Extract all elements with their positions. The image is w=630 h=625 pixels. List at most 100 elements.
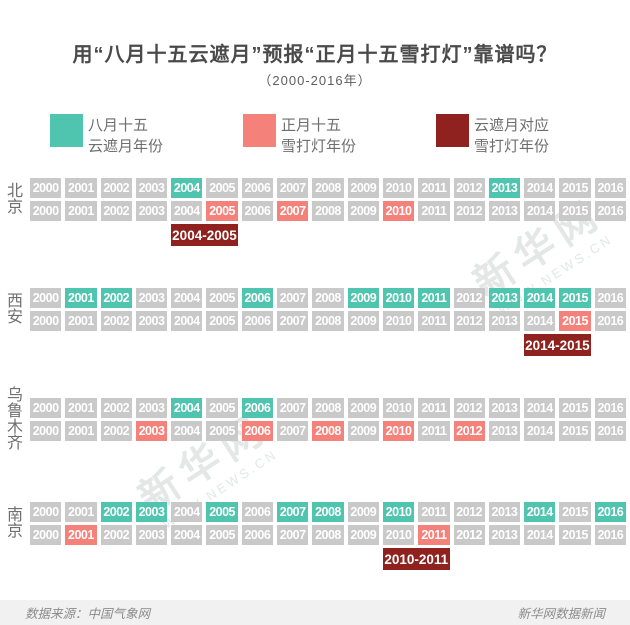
- year-cell: 2009: [347, 311, 379, 331]
- legend-label: 正月十五 雪打灯年份: [281, 117, 357, 155]
- year-cell: 2007: [277, 525, 309, 545]
- year-cell: 2016: [594, 525, 626, 545]
- year-cell: 2011: [418, 178, 450, 198]
- year-cell: 2015: [559, 525, 591, 545]
- snow-lantern-year-cell: 2006: [241, 421, 274, 441]
- cloud-moon-year-cell: 2009: [347, 288, 379, 308]
- year-cell: 2002: [100, 398, 132, 418]
- city-label: 南京: [6, 506, 23, 540]
- year-cell: 2001: [65, 178, 97, 198]
- year-cell: 2000: [30, 502, 62, 522]
- page-title: 用“八月十五云遮月”预报“正月十五雪打灯”靠谱吗？: [72, 44, 558, 66]
- snow-lantern-year-cell: 2008: [312, 421, 344, 441]
- year-cell: 2013: [488, 311, 521, 331]
- cloud-moon-year-row: 2000 2001 2002 2003 2004 2005 2006 2007 2008 2009…: [30, 288, 626, 308]
- year-cell: 2009: [347, 502, 379, 522]
- year-cell: 2004: [171, 421, 203, 441]
- legend-item: 八月十五 云遮月年份: [50, 114, 163, 157]
- year-cell: 2015: [559, 398, 591, 418]
- footer-bar: 数据来源：中国气象网 新华网数据新闻: [0, 600, 630, 625]
- year-cell: 2009: [347, 398, 379, 418]
- year-cell: 2004: [171, 502, 203, 522]
- year-cell: 2011: [418, 398, 450, 418]
- year-cell: 2002: [100, 311, 132, 331]
- year-cell: 2012: [453, 502, 485, 522]
- match-row: 2010-2011: [30, 548, 626, 570]
- year-cell: 2003: [135, 178, 168, 198]
- year-cell: 2014: [524, 178, 556, 198]
- year-cell: 2004: [171, 311, 203, 331]
- legend-item: 正月十五 雪打灯年份: [243, 114, 356, 157]
- year-cell: 2002: [100, 178, 132, 198]
- year-cell: 2009: [347, 421, 379, 441]
- legend-swatch: [243, 114, 276, 147]
- year-cell: 2001: [65, 398, 97, 418]
- legend-swatch: [50, 114, 83, 147]
- cloud-moon-year-cell: 2006: [241, 398, 274, 418]
- year-cell: 2013: [488, 398, 521, 418]
- cloud-moon-year-cell: 2010: [382, 288, 415, 308]
- year-cell: 2010: [382, 398, 415, 418]
- year-cell: 2000: [30, 525, 62, 545]
- year-cell: 2006: [241, 201, 274, 221]
- year-cell: 2008: [312, 525, 344, 545]
- year-cell: 2000: [30, 178, 62, 198]
- year-cell: 2014: [524, 421, 556, 441]
- year-cell: 2008: [312, 311, 344, 331]
- year-cell: 2000: [30, 311, 62, 331]
- year-cell: 2009: [347, 201, 379, 221]
- snow-lantern-year-cell: 2015: [559, 311, 591, 331]
- year-cell: 2004: [171, 525, 203, 545]
- cloud-moon-year-cell: 2002: [100, 502, 132, 522]
- year-cell: 2006: [241, 525, 274, 545]
- year-cell: 2001: [65, 421, 97, 441]
- year-cell: 2004: [171, 201, 203, 221]
- year-cell: 2016: [594, 201, 626, 221]
- legend-label: 云遮月对应 雪打灯年份: [474, 117, 550, 155]
- year-cell: 2003: [135, 311, 168, 331]
- year-cell: 2016: [594, 311, 626, 331]
- year-cell: 2007: [277, 398, 309, 418]
- year-cell: 2007: [277, 311, 309, 331]
- year-cell: 2007: [277, 421, 309, 441]
- cloud-moon-year-cell: 2011: [418, 288, 450, 308]
- legend: 八月十五 云遮月年份 正月十五 雪打灯年份 云遮月对应 雪打灯年份: [0, 114, 630, 160]
- year-cell: 2010: [382, 178, 415, 198]
- year-cell: 2014: [524, 525, 556, 545]
- cloud-moon-year-cell: 2016: [594, 502, 626, 522]
- snow-lantern-year-row: 2000 2001 2002 2003 2004 2005 2006 2007 2008 2009…: [30, 525, 626, 545]
- year-cell: 2016: [594, 178, 626, 198]
- year-cell: 2014: [524, 398, 556, 418]
- cloud-moon-year-row: 2000 2001 2002 2003 2004 2005 2006 2007 2008 2009…: [30, 178, 626, 198]
- cloud-moon-year-cell: 2001: [65, 288, 97, 308]
- year-cell: 2015: [559, 178, 591, 198]
- year-cell: 2002: [100, 201, 132, 221]
- match-year-label: 2010-2011: [382, 548, 450, 570]
- year-cell: 2015: [559, 502, 591, 522]
- year-cell: 2008: [312, 288, 344, 308]
- snow-lantern-year-cell: 2012: [453, 421, 485, 441]
- city-label: 乌鲁木齐: [6, 386, 23, 452]
- year-cell: 2015: [559, 421, 591, 441]
- cloud-moon-year-cell: 2015: [559, 288, 591, 308]
- year-cell: 2001: [65, 311, 97, 331]
- snow-lantern-year-cell: 2010: [382, 201, 415, 221]
- city-group: 西安 2000 2001 2002 2003 2004 2005 2006 2007 2008 20…: [0, 288, 630, 356]
- cloud-moon-year-cell: 2002: [100, 288, 132, 308]
- year-cell: 2006: [241, 178, 274, 198]
- page-subtitle: （2000-2016年）: [258, 73, 372, 88]
- year-cell: 2008: [312, 178, 344, 198]
- snow-lantern-year-cell: 2001: [65, 525, 97, 545]
- year-cell: 2013: [488, 525, 521, 545]
- cloud-moon-year-cell: 2014: [524, 502, 556, 522]
- year-cell: 2014: [524, 201, 556, 221]
- match-row: 2004-2005: [30, 224, 626, 246]
- year-cell: 2003: [135, 398, 168, 418]
- year-cell: 2000: [30, 398, 62, 418]
- year-cell: 2012: [453, 311, 485, 331]
- year-cell: 2013: [488, 201, 521, 221]
- city-group: 南京 2000 2001 2002 2003 2004 2005 2006 2007 2008 20…: [0, 502, 630, 570]
- cloud-moon-year-cell: 2010: [382, 502, 415, 522]
- year-cell: 2012: [453, 178, 485, 198]
- year-cell: 2003: [135, 525, 168, 545]
